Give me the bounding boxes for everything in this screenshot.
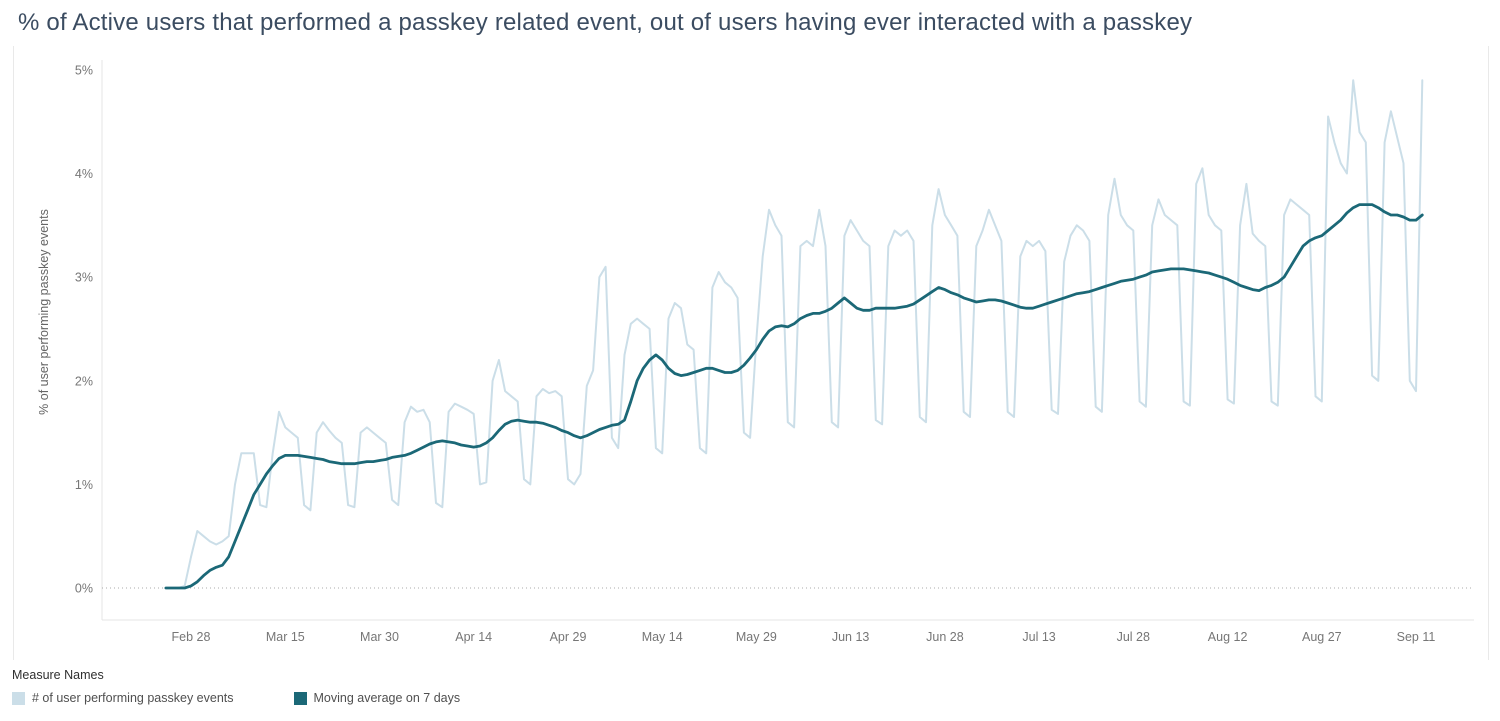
- x-tick-label: Mar 30: [360, 630, 399, 644]
- x-tick-label: Aug 12: [1208, 630, 1248, 644]
- legend-label: # of user performing passkey events: [32, 691, 234, 705]
- x-tick-label: Jun 28: [926, 630, 964, 644]
- daily-series-swatch: [12, 691, 25, 705]
- legend-title: Measure Names: [12, 668, 104, 682]
- moving-average-line[interactable]: [164, 203, 1424, 590]
- x-tick-label: Sep 11: [1397, 630, 1436, 644]
- y-tick-label: 2%: [75, 374, 93, 388]
- x-tick-label: Jun 13: [832, 630, 870, 644]
- x-tick-label: Feb 28: [172, 630, 211, 644]
- x-tick-label: Apr 29: [550, 630, 587, 644]
- y-tick-label: 3%: [75, 271, 93, 285]
- x-tick-label: Jul 28: [1117, 630, 1150, 644]
- legend-items: # of user performing passkey events Movin…: [12, 691, 460, 705]
- x-tick-label: Jul 13: [1022, 630, 1055, 644]
- y-axis-title: % of user performing passkey events: [37, 209, 51, 415]
- y-tick-label: 5%: [75, 63, 93, 77]
- y-tick-label: 0%: [75, 582, 93, 596]
- daily-series-line[interactable]: [164, 79, 1424, 589]
- x-tick-label: May 29: [736, 630, 777, 644]
- x-tick-label: Apr 14: [455, 630, 492, 644]
- legend: Measure Names # of user performing passk…: [12, 668, 460, 705]
- y-tick-label: 1%: [75, 478, 93, 492]
- x-tick-label: May 14: [642, 630, 683, 644]
- chart-pane: 0% 1% 2% 3% 4% 5% Feb 28 Mar 15 Mar 30 Apr 14 Apr …: [13, 46, 1489, 660]
- legend-label: Moving average on 7 days: [313, 691, 461, 705]
- x-tick-label: Mar 15: [266, 630, 305, 644]
- legend-item-moving-average[interactable]: Moving average on 7 days: [293, 691, 461, 705]
- legend-item-daily-series[interactable]: # of user performing passkey events: [12, 691, 234, 705]
- x-tick-label: Aug 27: [1302, 630, 1342, 644]
- passkey-usage-line-chart[interactable]: 0% 1% 2% 3% 4% 5% Feb 28 Mar 15 Mar 30 Apr 14 Apr …: [14, 46, 1486, 660]
- y-tick-label: 4%: [75, 167, 93, 181]
- moving-average-swatch: [293, 691, 307, 705]
- chart-title: % of Active users that performed a passk…: [18, 9, 1193, 36]
